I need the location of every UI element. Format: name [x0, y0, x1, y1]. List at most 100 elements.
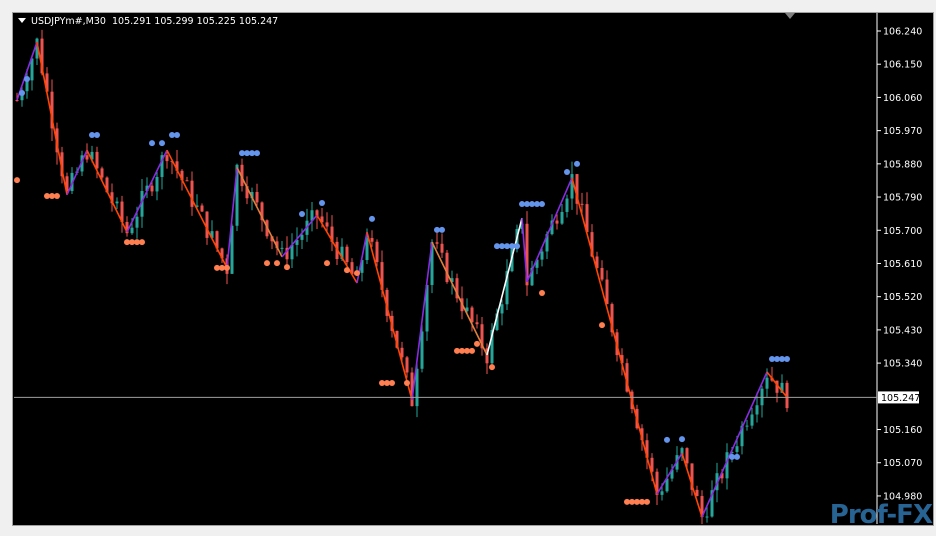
high-dot: [249, 150, 255, 157]
high-dot: [239, 150, 245, 157]
high-dot: [729, 453, 735, 460]
high-dot: [539, 201, 545, 208]
candle-body: [590, 232, 594, 257]
low-dot: [354, 270, 360, 277]
y-tick-label: 105.430: [883, 325, 922, 336]
low-dot: [274, 260, 280, 267]
candle-body: [705, 516, 709, 518]
low-dot: [459, 347, 465, 354]
candle-body: [450, 278, 454, 283]
high-dot: [299, 211, 305, 218]
candles-layer: [15, 29, 789, 525]
low-dot: [54, 192, 60, 199]
candle-body: [270, 236, 274, 242]
high-dot: [369, 215, 375, 222]
candle-body: [650, 457, 654, 472]
low-dot: [474, 340, 480, 347]
candle-body: [290, 244, 294, 260]
candle-body: [400, 347, 404, 358]
candle-body: [735, 446, 739, 452]
zigzag-segment: [366, 231, 413, 401]
high-dot: [784, 356, 790, 363]
high-dot: [774, 356, 780, 363]
zigzag-segment: [521, 218, 528, 282]
candle-body: [120, 201, 124, 222]
candle-body: [415, 368, 419, 407]
candle-body: [410, 372, 414, 407]
candle-body: [605, 279, 609, 305]
low-dot: [14, 177, 20, 184]
y-tick-label: 105.790: [883, 193, 922, 204]
candle-body: [435, 242, 439, 244]
zigzag-segment: [66, 149, 88, 196]
candle-body: [30, 58, 34, 81]
candle-body: [365, 238, 369, 261]
candle-body: [145, 185, 149, 192]
candle-body: [50, 91, 54, 129]
y-tick-label: 106.240: [883, 27, 922, 38]
candle-body: [135, 216, 139, 228]
high-dot: [779, 356, 785, 363]
candle-body: [725, 452, 729, 479]
candle-body: [190, 180, 194, 207]
candle-body: [230, 225, 234, 274]
candle-body: [680, 448, 684, 456]
high-dot: [504, 243, 510, 250]
zigzag-segment: [316, 214, 358, 284]
candle-body: [380, 262, 384, 290]
dropdown-triangle-icon[interactable]: [18, 18, 26, 23]
candle-body: [125, 221, 129, 234]
current-price-box: [878, 391, 919, 404]
candle-body: [625, 363, 629, 392]
low-dot: [624, 498, 630, 505]
zigzag-segment: [236, 167, 283, 258]
candle-body: [65, 176, 69, 192]
low-dot: [324, 260, 330, 267]
candle-body: [300, 234, 304, 240]
candle-body: [345, 246, 349, 263]
candle-body: [545, 234, 549, 252]
candle-body: [425, 284, 429, 332]
candle-body: [80, 155, 84, 172]
candle-body: [175, 161, 179, 171]
candle-body: [480, 324, 484, 349]
candle-body: [330, 226, 334, 242]
low-dot: [129, 239, 135, 246]
candle-body: [535, 259, 539, 268]
low-dot: [344, 267, 350, 274]
candle-body: [580, 203, 584, 205]
candle-body: [15, 100, 19, 102]
low-dot: [629, 498, 635, 505]
chart-shift-marker[interactable]: [785, 13, 795, 19]
candle-body: [540, 251, 544, 260]
candle-body: [200, 205, 204, 212]
y-tick-label: 105.070: [883, 458, 922, 469]
candle-body: [115, 201, 119, 204]
candle-body: [405, 357, 409, 373]
low-dot: [44, 192, 50, 199]
candle-body: [585, 204, 589, 233]
candle-body: [350, 262, 354, 274]
candle-body: [235, 164, 239, 226]
y-tick-label: 105.340: [883, 359, 922, 370]
candle-body: [550, 220, 554, 235]
y-tick-label: 105.970: [883, 126, 922, 137]
candle-body: [765, 377, 769, 389]
candle-body: [90, 151, 94, 160]
candle-body: [710, 490, 714, 517]
candle-body: [600, 267, 604, 280]
candle-body: [455, 278, 459, 299]
candle-body: [105, 177, 109, 193]
low-dot: [464, 347, 470, 354]
candle-body: [430, 242, 434, 285]
high-dot: [534, 201, 540, 208]
candle-body: [780, 382, 784, 393]
candle-body: [165, 155, 169, 162]
high-dot: [734, 453, 740, 460]
zigzag-segment: [281, 214, 318, 258]
chart-title: USDJPYm#,M30 105.291 105.299 105.225 105…: [18, 16, 278, 27]
zigzag-segment: [166, 149, 228, 269]
high-dot: [564, 168, 570, 175]
candle-body: [530, 267, 534, 286]
